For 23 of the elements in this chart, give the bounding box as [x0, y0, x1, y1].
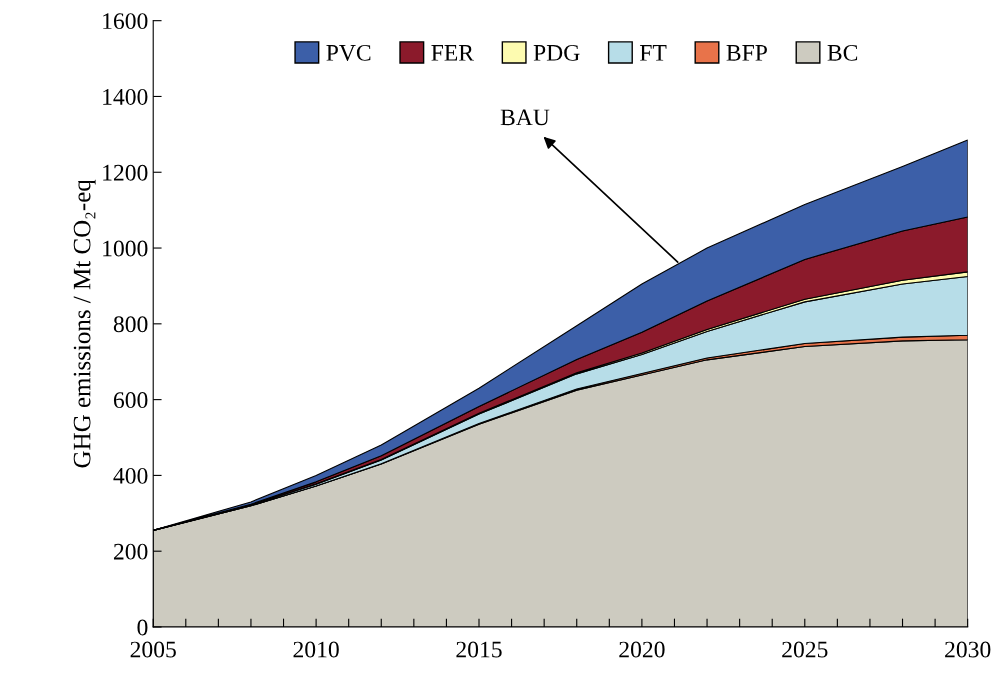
y-tick-label: 1200: [103, 164, 148, 181]
legend-label: PVC: [326, 44, 371, 61]
legend-label: BC: [827, 44, 858, 61]
legend-label: PDG: [533, 44, 580, 61]
legend-label: FER: [431, 45, 474, 61]
y-tick-label: 1400: [103, 88, 148, 105]
x-tick-label: 2025: [782, 641, 828, 658]
y-tick-label: 0: [137, 619, 148, 636]
legend-label: BFP: [726, 45, 767, 61]
y-tick-label: 400: [113, 467, 148, 484]
x-tick-label: 2020: [619, 641, 665, 658]
annotation: BAU: [500, 109, 550, 126]
x-tick-label: 2015: [456, 641, 502, 658]
x-tick-label: 2010: [293, 641, 339, 658]
y-tick-label: 200: [113, 543, 148, 560]
x-tick-label: 2030: [945, 641, 991, 658]
y-tick-label: 1600: [103, 13, 148, 30]
y-axis-title: GHG emissions / Mt CO₂-eq: [73, 179, 96, 468]
y-tick-label: 800: [113, 316, 148, 333]
legend-label: FT: [639, 45, 667, 61]
y-tick-label: 600: [113, 392, 148, 409]
y-tick-label: 1000: [103, 240, 148, 257]
x-tick-label: 2005: [130, 641, 176, 658]
